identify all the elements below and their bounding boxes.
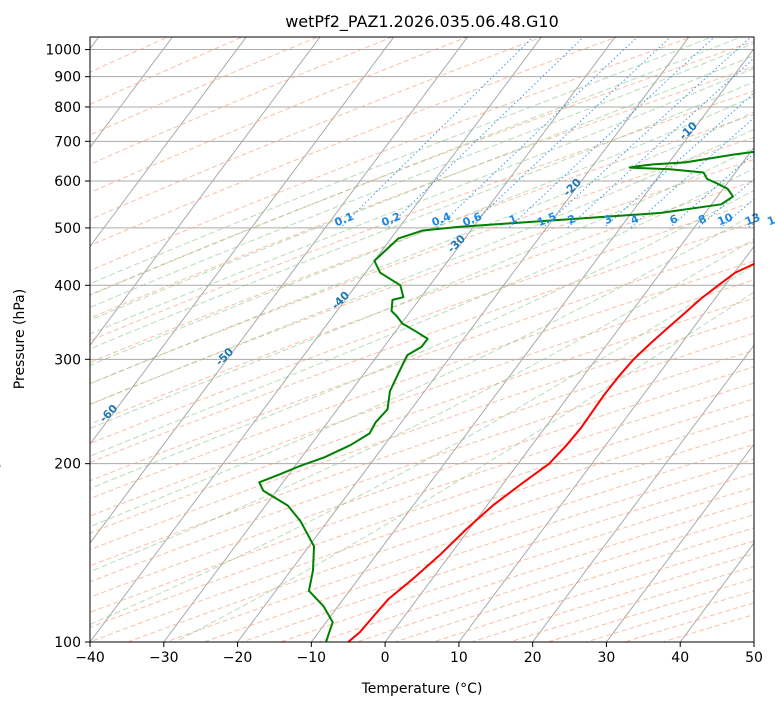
x-tick-label: −10: [297, 650, 327, 666]
x-tick-label: 10: [450, 650, 468, 666]
dry-adiabat: [90, 136, 754, 385]
y-tick-label: 500: [54, 221, 81, 237]
plot-frame: [89, 36, 755, 643]
y-tick-label: 900: [54, 70, 81, 86]
isotherm-line: [605, 443, 754, 642]
moist-adiabat: [90, 189, 754, 490]
moist-adiabat: [90, 67, 754, 335]
x-tick-label: 40: [671, 650, 689, 666]
isotherm-line: [90, 37, 174, 149]
thermo-background-lines: [90, 37, 754, 642]
isotherm-line: [310, 47, 754, 642]
x-tick-label: −40: [75, 650, 105, 666]
y-tick-label: 100: [54, 635, 81, 651]
isotherm-line: [163, 37, 616, 642]
mixing-ratio-label: 8: [696, 212, 708, 227]
x-axis-label: Temperature (°C): [361, 681, 483, 697]
y-tick-label: 1000: [45, 43, 81, 59]
dry-adiabat: [90, 349, 754, 583]
isotherm-line: [90, 37, 247, 248]
y-tick-label: 300: [54, 352, 81, 368]
moist-adiabat: [90, 37, 714, 285]
isotherm-line: [236, 37, 690, 642]
x-axis: −40 −30 −20 −10 0 10 20 30 40 50: [75, 642, 763, 666]
isotherm-line: [679, 542, 754, 642]
dry-adiabat: [90, 366, 754, 598]
moist-adiabat: [90, 167, 754, 457]
isotherm-line: [90, 37, 395, 446]
dry-adiabat: [90, 37, 394, 165]
x-tick-label: 20: [524, 650, 542, 666]
y-tick-label: 700: [54, 134, 81, 150]
x-tick-label: 0: [381, 650, 390, 666]
chart-title: wetPf2_PAZ1.2026.035.06.48.G10: [285, 12, 559, 32]
moist-adiabat: [90, 54, 754, 321]
moist-adiabat: [90, 238, 754, 573]
mixing-ratio-line: [542, 37, 752, 229]
mixing-ratio-line: [340, 37, 534, 229]
mixing-ratio-line: [508, 37, 716, 229]
isotherm-line: [90, 37, 469, 544]
moist-adiabat: [90, 37, 743, 296]
temperature-line: [347, 262, 754, 642]
moist-adiabat: [90, 111, 754, 385]
series-layer: [258, 150, 754, 642]
dry-adiabat: [90, 260, 754, 500]
dry-adiabat: [90, 37, 694, 272]
dry-adiabat: [90, 332, 754, 567]
mixing-ratio-label: 13: [743, 211, 762, 229]
dry-adiabat: [90, 37, 544, 221]
mixing-ratio-label: 2: [566, 212, 578, 227]
dry-adiabat: [90, 37, 244, 105]
y-tick-label: 400: [54, 278, 81, 294]
moist-adiabat: [90, 42, 754, 308]
moist-adiabat: [90, 264, 754, 626]
y-tick-label: 600: [54, 174, 81, 190]
mixing-ratio-label: 10: [716, 211, 735, 229]
dry-adiabat: [90, 37, 619, 247]
dry-adiabat: [90, 37, 469, 194]
dry-adiabat: [90, 382, 754, 613]
x-tick-label: −30: [149, 650, 179, 666]
y-tick-label: 200: [54, 457, 81, 473]
x-tick-label: −20: [223, 650, 253, 666]
dewpoint-line: [258, 150, 754, 642]
isotherm-line: [458, 245, 754, 642]
isotherm-line: [90, 37, 321, 347]
dry-adiabat: [90, 315, 754, 551]
isotherm-line: [532, 344, 754, 642]
x-tick-label: 50: [745, 650, 763, 666]
moist-adiabat: [90, 128, 754, 406]
mixing-ratio-label: 1: [507, 212, 519, 227]
mixing-ratio-label: 16: [765, 211, 775, 229]
dry-adiabat: [90, 297, 754, 534]
moist-adiabat: [90, 95, 754, 366]
dry-adiabat: [90, 279, 754, 517]
y-axis-label: Pressure (hPa): [12, 289, 28, 389]
mixing-ratio-line: [567, 57, 754, 229]
mixing-ratio-label: 3: [602, 212, 614, 227]
moist-adiabat: [90, 81, 754, 350]
moist-adiabat: [90, 147, 754, 429]
dry-adiabat: [90, 90, 754, 342]
isotherm-line: [384, 146, 754, 642]
x-tick-label: 30: [598, 650, 616, 666]
y-tick-label: 800: [54, 100, 81, 116]
dry-adiabat: [90, 40, 754, 296]
y-axis: 100 200 300 400 500 600 700 800 900 1000: [45, 43, 90, 651]
